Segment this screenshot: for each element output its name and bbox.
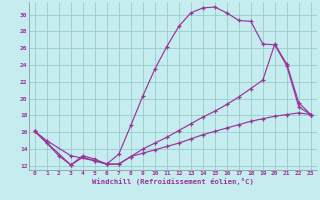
X-axis label: Windchill (Refroidissement éolien,°C): Windchill (Refroidissement éolien,°C) [92, 178, 254, 185]
